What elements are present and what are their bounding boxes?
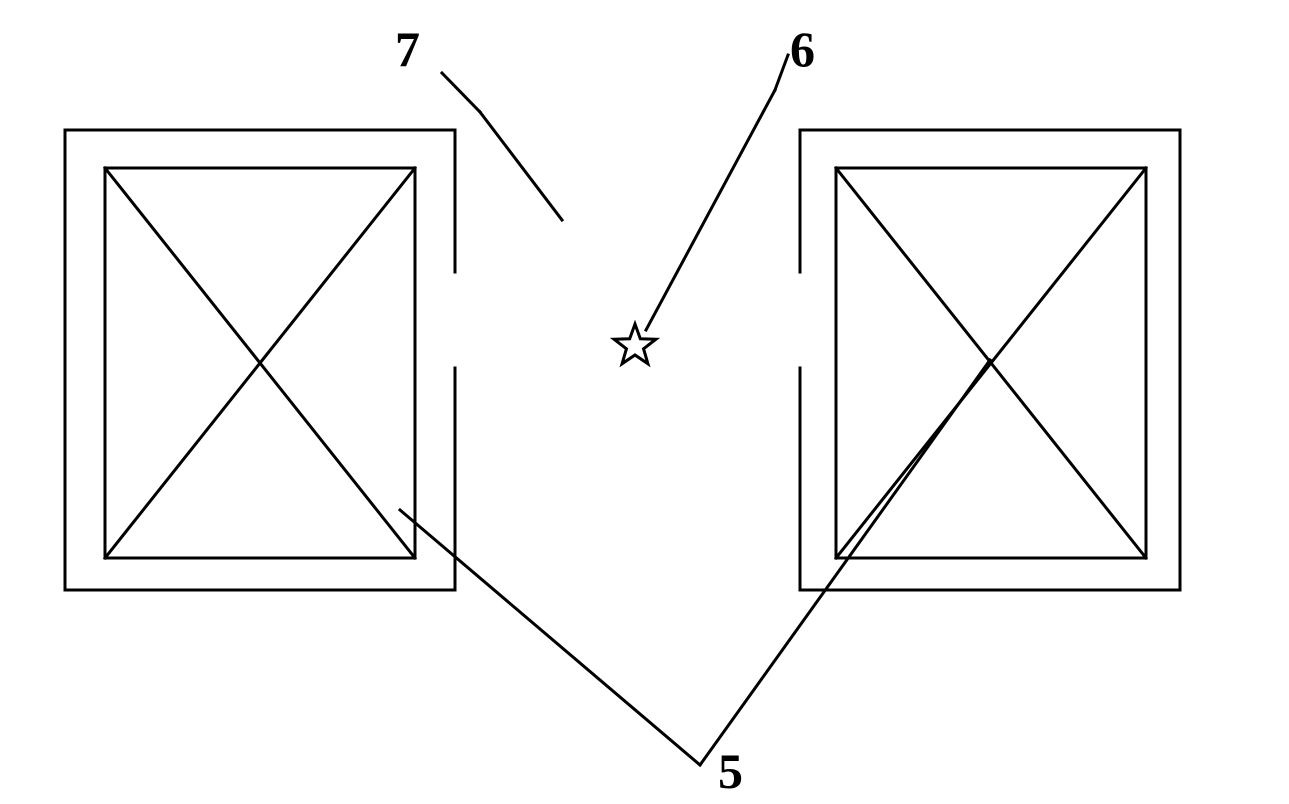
label-5: 5 bbox=[718, 742, 743, 800]
star-icon bbox=[614, 324, 656, 364]
technical-diagram bbox=[0, 0, 1289, 804]
label-6: 6 bbox=[790, 20, 815, 78]
label-7: 7 bbox=[395, 20, 420, 78]
